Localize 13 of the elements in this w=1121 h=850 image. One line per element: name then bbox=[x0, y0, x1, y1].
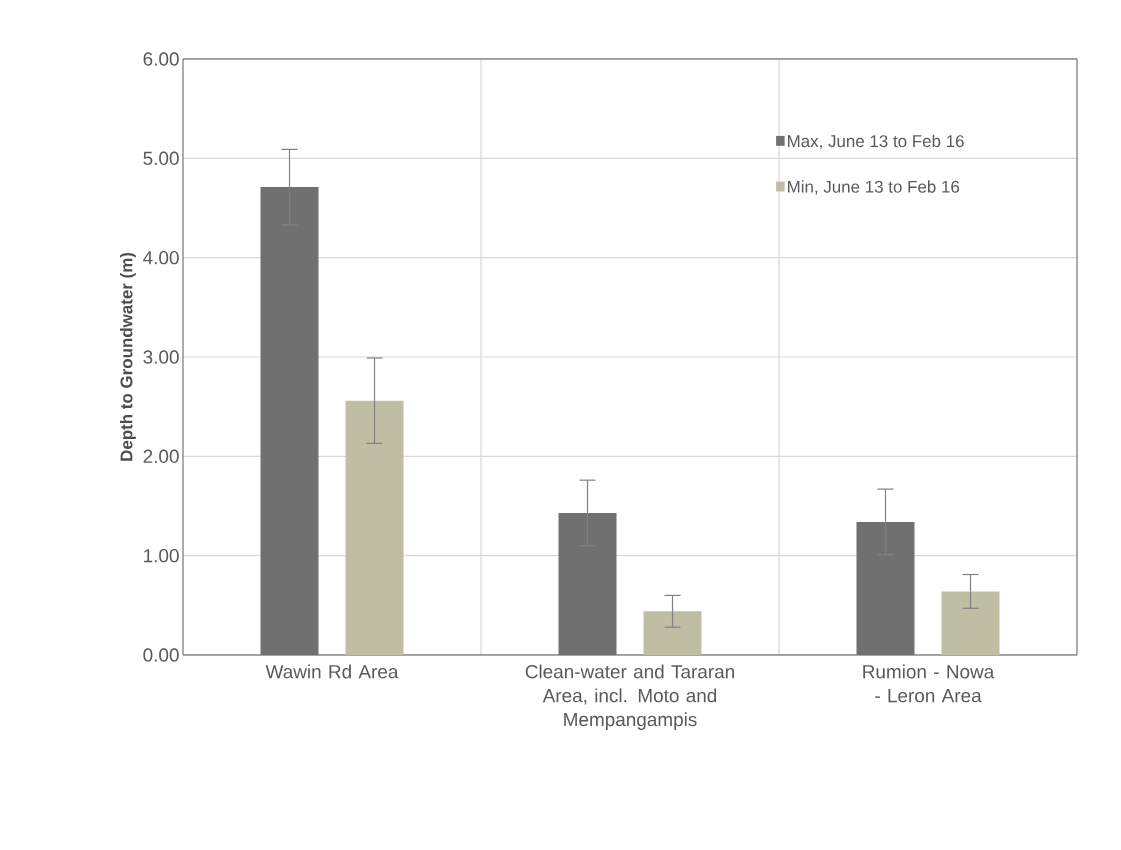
y-tick-label: 4.00 bbox=[143, 250, 179, 265]
y-tick-label: 6.00 bbox=[143, 52, 179, 66]
legend-label: Max, June 13 to Feb 16 bbox=[788, 134, 964, 150]
legend-label: Min, June 13 to Feb 16 bbox=[788, 180, 960, 195]
y-tick-label: 2.00 bbox=[143, 449, 179, 464]
y-tick-label: 1.00 bbox=[144, 548, 179, 563]
x-tick-label: Rumion - Nowa - Leron Area bbox=[863, 664, 995, 703]
x-tick-label: Wawin Rd Area bbox=[265, 664, 399, 679]
y-tick-label: 5.00 bbox=[143, 151, 179, 166]
y-axis-title: Depth to Groundwater (m) bbox=[120, 252, 136, 461]
y-tick-label: 0.00 bbox=[143, 648, 179, 662]
y-tick-label: 3.00 bbox=[143, 350, 179, 364]
x-tick-label: Clean-water and Tararan Area, incl. Moto and Mempangampis bbox=[525, 664, 734, 730]
